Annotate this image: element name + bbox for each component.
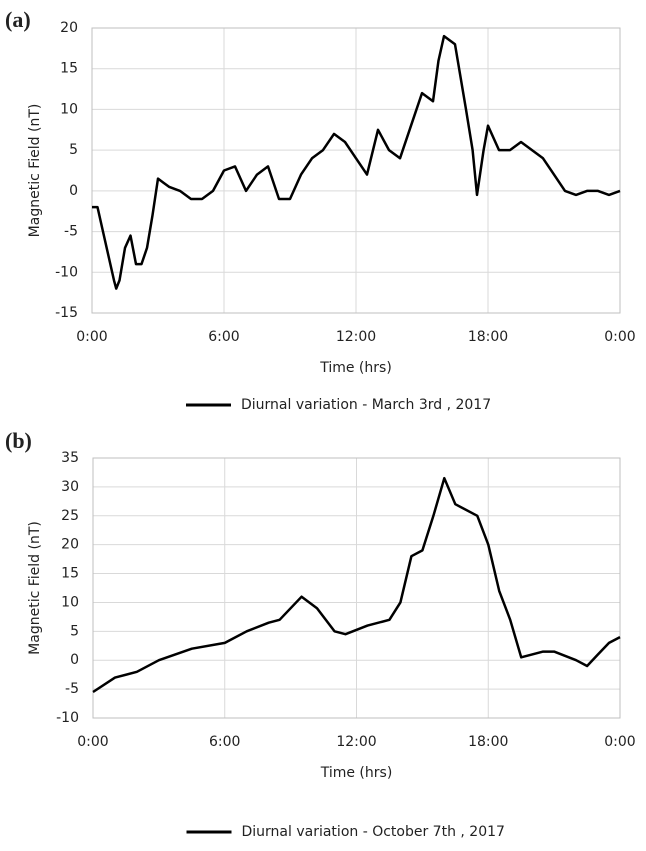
y-tick-label: 10	[60, 101, 78, 117]
data-line	[92, 476, 621, 694]
y-tick-label: 10	[61, 594, 79, 610]
y-tick-label: 35	[61, 450, 79, 466]
x-tick-label: 6:00	[209, 734, 240, 750]
y-tick-label: 20	[60, 20, 78, 36]
y-axis-title: Magnetic Field (nT)	[27, 104, 43, 238]
x-tick-label: 0:00	[77, 734, 108, 750]
y-tick-label: 0	[70, 652, 79, 668]
x-tick-label: 12:00	[336, 734, 376, 750]
x-tick-label: 0:00	[604, 329, 635, 345]
x-tick-label: 18:00	[468, 329, 508, 345]
y-tick-label: -15	[55, 305, 78, 321]
y-axis-title: Magnetic Field (nT)	[27, 521, 43, 655]
plot-border	[91, 27, 621, 314]
y-tick-label: 5	[69, 142, 78, 158]
x-axis-title: Time (hrs)	[319, 360, 392, 376]
y-tick-label: 15	[61, 566, 79, 582]
legend-label: Diurnal variation - March 3rd , 2017	[241, 397, 491, 413]
x-tick-label: 12:00	[336, 329, 376, 345]
y-tick-label: -10	[56, 710, 79, 726]
x-tick-label: 6:00	[208, 329, 239, 345]
panel-label: (b)	[5, 428, 32, 453]
y-tick-label: 25	[61, 508, 79, 524]
legend-label: Diurnal variation - October 7th , 2017	[242, 824, 505, 840]
x-tick-label: 0:00	[604, 734, 635, 750]
y-tick-label: -10	[55, 264, 78, 280]
y-tick-label: -5	[65, 681, 79, 697]
y-tick-label: 15	[60, 61, 78, 77]
y-tick-label: 5	[70, 623, 79, 639]
y-tick-label: 20	[61, 537, 79, 553]
x-axis-title: Time (hrs)	[320, 765, 393, 781]
y-tick-label: -5	[64, 224, 78, 240]
data-line	[92, 34, 621, 290]
x-tick-label: 18:00	[468, 734, 508, 750]
y-tick-label: 0	[69, 183, 78, 199]
panel-label: (a)	[5, 7, 31, 32]
plot-border	[92, 457, 621, 719]
y-tick-label: 30	[61, 479, 79, 495]
x-tick-label: 0:00	[76, 329, 107, 345]
